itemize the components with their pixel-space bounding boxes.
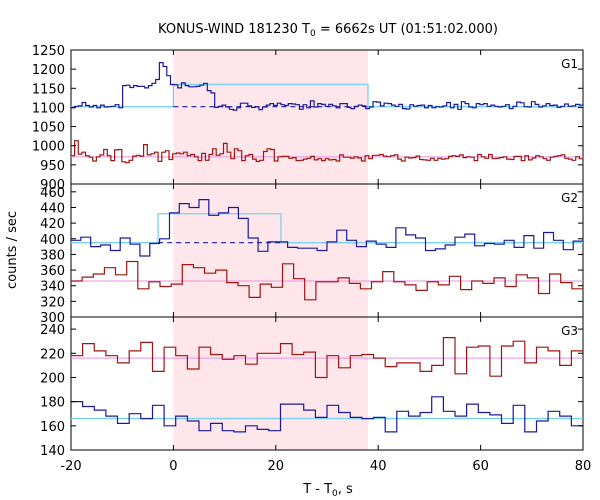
panel-frame-g3 [70,316,584,451]
y-tick-label: 240 [40,323,65,338]
y-tick-label: 200 [40,371,65,386]
y-tick-label: 380 [40,248,65,263]
x-axis-label-rest: , s [338,482,353,497]
y-tick-label: 300 [40,311,65,326]
y-tick-label: 140 [40,444,65,459]
panel-label-g3: G3 [561,324,578,338]
y-tick-label: 220 [40,347,65,362]
chart-title-subscript: 0 [310,29,316,39]
chart-title-rest: = 6662s UT (01:51:02.000) [316,22,498,37]
panel-label-g2: G2 [561,191,578,205]
x-axis-label-subscript: 0 [332,489,338,499]
y-tick-label: 1100 [32,101,65,116]
series-lower-curve [71,260,583,301]
curves-layer [71,62,583,433]
x-tick-label: 60 [472,459,489,474]
series-lower-curve [71,396,583,433]
ticks-layer [70,49,584,451]
y-tick-label: 1250 [32,44,65,59]
fit-curve [71,213,583,244]
x-axis-label-main: T - T [302,482,332,497]
y-tick-label: 420 [40,217,65,232]
x-tick-label: 20 [268,459,285,474]
y-tick-label: 340 [40,280,65,295]
y-tick-label: 1150 [32,82,65,97]
x-tick-label: -20 [60,459,81,474]
y-tick-label: 1050 [32,121,65,136]
fit-curve [71,83,583,108]
panel-frames-layer [70,49,584,451]
chart-title-main: KONUS-WIND 181230 T [158,22,310,37]
x-tick-label: 0 [169,459,177,474]
y-tick-label: 180 [40,396,65,411]
y-axis-label: counts / sec [5,211,20,289]
y-tick-label: 320 [40,295,65,310]
chart-title: KONUS-WIND 181230 T0 = 6662s UT (01:51:0… [158,22,498,39]
panel-label-g1: G1 [561,57,578,71]
series-upper-curve [71,62,583,111]
y-tick-label: 460 [40,186,65,201]
y-tick-label: 360 [40,264,65,279]
y-tick-label: 1000 [32,140,65,155]
y-tick-label: 1200 [32,63,65,78]
highlight-region [173,50,368,450]
series-upper-curve [71,337,583,379]
x-tick-label: 40 [370,459,387,474]
series-lower-curve [71,140,583,164]
y-tick-label: 950 [40,159,65,174]
y-tick-label: 160 [40,420,65,435]
y-tick-label: 440 [40,201,65,216]
x-tick-label: 80 [575,459,592,474]
series-upper-curve [71,199,583,257]
tick-labels-layer: 900 950 1000 1050 1100 1150 1200 1250 G1 30032034… [32,44,591,474]
highlight-region-layer [173,50,368,450]
y-tick-label: 900 [40,178,65,193]
y-tick-label: 400 [40,233,65,248]
x-axis-label: T - T0, s [302,482,353,499]
